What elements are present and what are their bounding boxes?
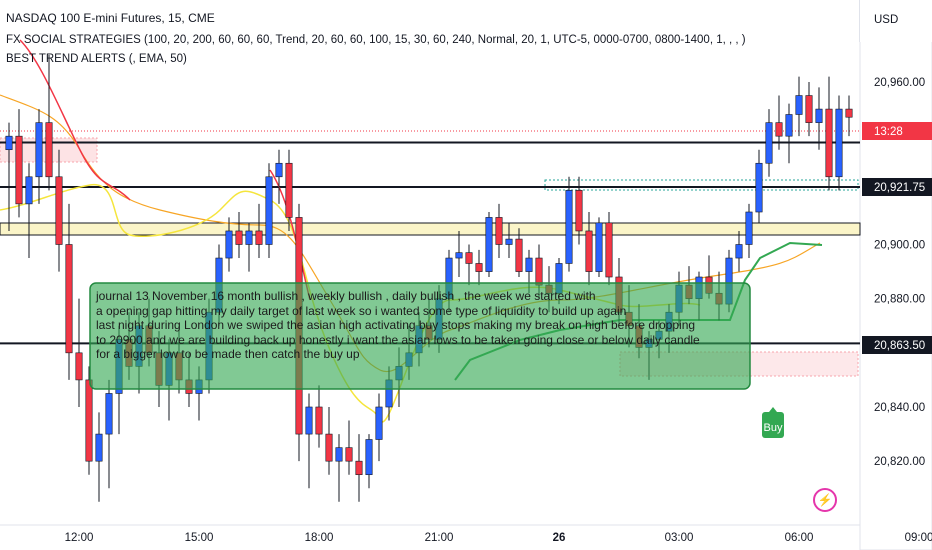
candle	[315, 406, 323, 435]
currency-selector[interactable]: USD	[859, 0, 932, 42]
candle	[105, 393, 113, 435]
candle	[815, 108, 823, 123]
resistance-zone	[0, 222, 861, 236]
candle	[45, 122, 53, 178]
y-tick-label: 20,960.00	[874, 77, 925, 89]
candle	[735, 244, 743, 259]
candle	[55, 176, 63, 245]
candle	[465, 252, 473, 264]
lightning-bolt-icon[interactable]: ⚡	[813, 488, 837, 512]
candle	[65, 244, 73, 354]
indicator-best-trend-alerts[interactable]: BEST TREND ALERTS (, EMA, 50)	[6, 53, 187, 65]
candle	[525, 257, 533, 272]
candle	[15, 135, 23, 205]
candle	[225, 230, 233, 259]
candle	[495, 217, 503, 245]
candle	[355, 460, 363, 476]
x-tick-label: 21:00	[425, 532, 454, 544]
x-tick-label: 09:00	[905, 532, 932, 544]
x-tick-label: 03:00	[665, 532, 694, 544]
candle	[455, 252, 463, 259]
candle	[755, 162, 763, 213]
candle	[515, 238, 523, 272]
x-tick-label: 12:00	[65, 532, 94, 544]
candle	[535, 257, 543, 286]
candle	[75, 352, 83, 381]
candle	[325, 433, 333, 462]
candle	[255, 230, 263, 245]
indicator-fx-social-strategies[interactable]: FX SOCIAL STRATEGIES (100, 20, 200, 60, …	[6, 34, 746, 46]
candle	[95, 433, 103, 462]
target-zone	[544, 179, 859, 191]
candle	[595, 222, 603, 272]
candle	[375, 406, 383, 440]
y-tick-label: 20,880.00	[874, 294, 925, 306]
price-tag-label: 20,863.50	[874, 340, 925, 352]
price-axis	[859, 0, 932, 550]
chart-title: NASDAQ 100 E-mini Futures, 15, CME	[6, 11, 215, 25]
candle	[565, 190, 573, 264]
x-tick-label: 15:00	[185, 532, 214, 544]
y-tick-label: 20,840.00	[874, 402, 925, 414]
plot-area	[0, 0, 860, 525]
y-tick-label: 20,900.00	[874, 240, 925, 252]
candle	[5, 135, 13, 151]
candle	[245, 230, 253, 245]
current-price-label: 13:28	[874, 126, 903, 138]
candle	[585, 230, 593, 272]
candle	[285, 162, 293, 218]
candle	[835, 108, 843, 178]
candle	[825, 108, 833, 178]
price-tag	[862, 336, 932, 354]
candle	[575, 190, 583, 232]
journal-annotation: journal 13 November 16 month bullish , w…	[96, 289, 700, 361]
x-tick-label: 26	[553, 532, 566, 544]
trend-line-red-left	[19, 39, 131, 201]
current-price-tag	[862, 122, 932, 140]
candle	[805, 95, 813, 123]
candle	[845, 108, 853, 118]
candle	[775, 122, 783, 137]
candle	[505, 238, 513, 245]
candle	[605, 222, 613, 278]
currency-label: USD	[874, 14, 899, 26]
candle	[745, 211, 753, 245]
price-tag-label: 20,921.75	[874, 182, 925, 194]
candle	[345, 447, 353, 462]
candle	[485, 217, 493, 272]
candle	[35, 122, 43, 178]
x-tick-label: 18:00	[305, 532, 334, 544]
candle	[305, 406, 313, 435]
y-tick-label: 20,820.00	[874, 456, 925, 468]
candle	[475, 263, 483, 272]
annotation-box	[89, 282, 751, 390]
candle	[795, 95, 803, 115]
candle	[25, 176, 33, 205]
candle	[235, 230, 243, 245]
candle	[365, 439, 373, 476]
candle	[275, 162, 283, 178]
x-tick-label: 06:00	[785, 532, 814, 544]
candle	[765, 122, 773, 164]
price-tag	[862, 178, 932, 196]
buy-signal-label: Buy	[762, 407, 784, 438]
candle	[265, 176, 273, 245]
candle	[85, 379, 93, 462]
candle	[335, 447, 343, 462]
candle	[785, 114, 793, 137]
